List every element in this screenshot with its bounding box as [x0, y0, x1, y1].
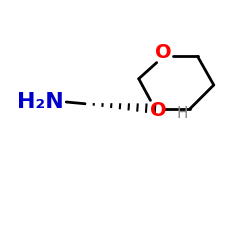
Text: H₂N: H₂N: [17, 92, 64, 112]
Text: H: H: [177, 106, 188, 121]
Text: O: O: [150, 100, 167, 119]
Text: O: O: [156, 43, 172, 62]
